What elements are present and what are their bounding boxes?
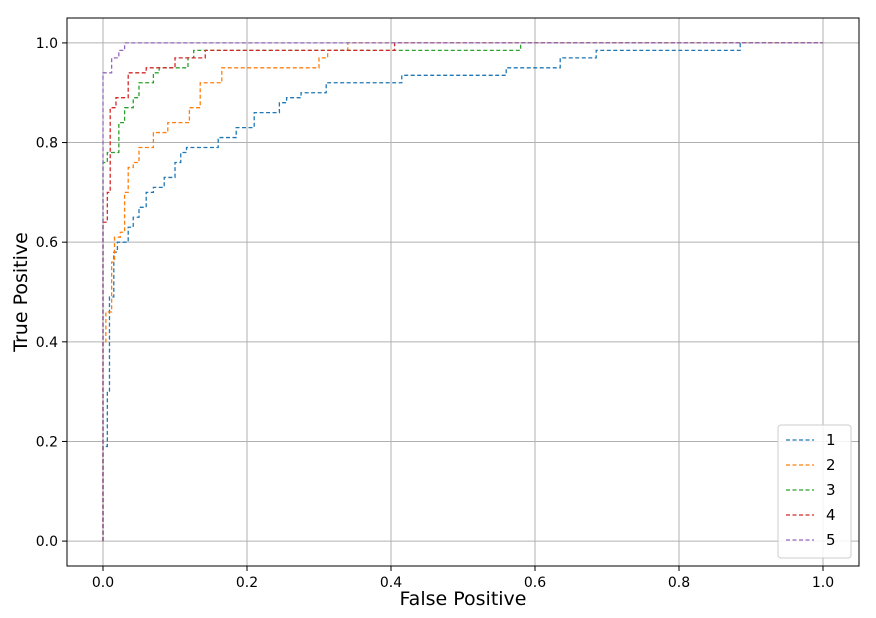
y-tick-label: 0.2 (36, 434, 58, 450)
x-tick-label: 0.4 (380, 575, 402, 591)
legend-label: 1 (826, 431, 836, 449)
legend: 1 2 3 4 5 (777, 424, 852, 559)
legend-label: 2 (826, 456, 836, 474)
y-tick-label: 0.4 (36, 335, 58, 351)
y-tick-label: 0.6 (36, 235, 58, 251)
x-axis-ticks: 0.0 0.2 0.4 0.6 0.8 1.0 (92, 566, 834, 591)
x-axis-title: False Positive (400, 588, 527, 610)
legend-box (777, 424, 852, 559)
series-line-5 (102, 42, 823, 542)
series-line-2 (102, 42, 823, 542)
x-tick-label: 1.0 (812, 575, 834, 591)
y-tick-label: 0.8 (36, 136, 58, 152)
legend-label: 3 (826, 481, 836, 499)
x-tick-label: 0.6 (524, 575, 546, 591)
series-line-1 (102, 42, 823, 542)
x-tick-label: 0.8 (668, 575, 690, 591)
plot-frame (66, 17, 860, 567)
y-axis-ticks: 0.0 0.2 0.4 0.6 0.8 1.0 (36, 36, 67, 550)
y-axis-title: True Positive (10, 232, 32, 353)
x-tick-label: 0.2 (236, 575, 258, 591)
x-tick-label: 0.0 (92, 575, 114, 591)
legend-label: 5 (826, 531, 836, 549)
y-tick-label: 1.0 (36, 36, 58, 52)
series-line-4 (102, 42, 823, 542)
series-line-3 (102, 42, 823, 542)
y-tick-label: 0.0 (36, 534, 58, 550)
legend-label: 4 (826, 506, 836, 524)
grid (67, 18, 859, 566)
series-lines (102, 42, 823, 542)
